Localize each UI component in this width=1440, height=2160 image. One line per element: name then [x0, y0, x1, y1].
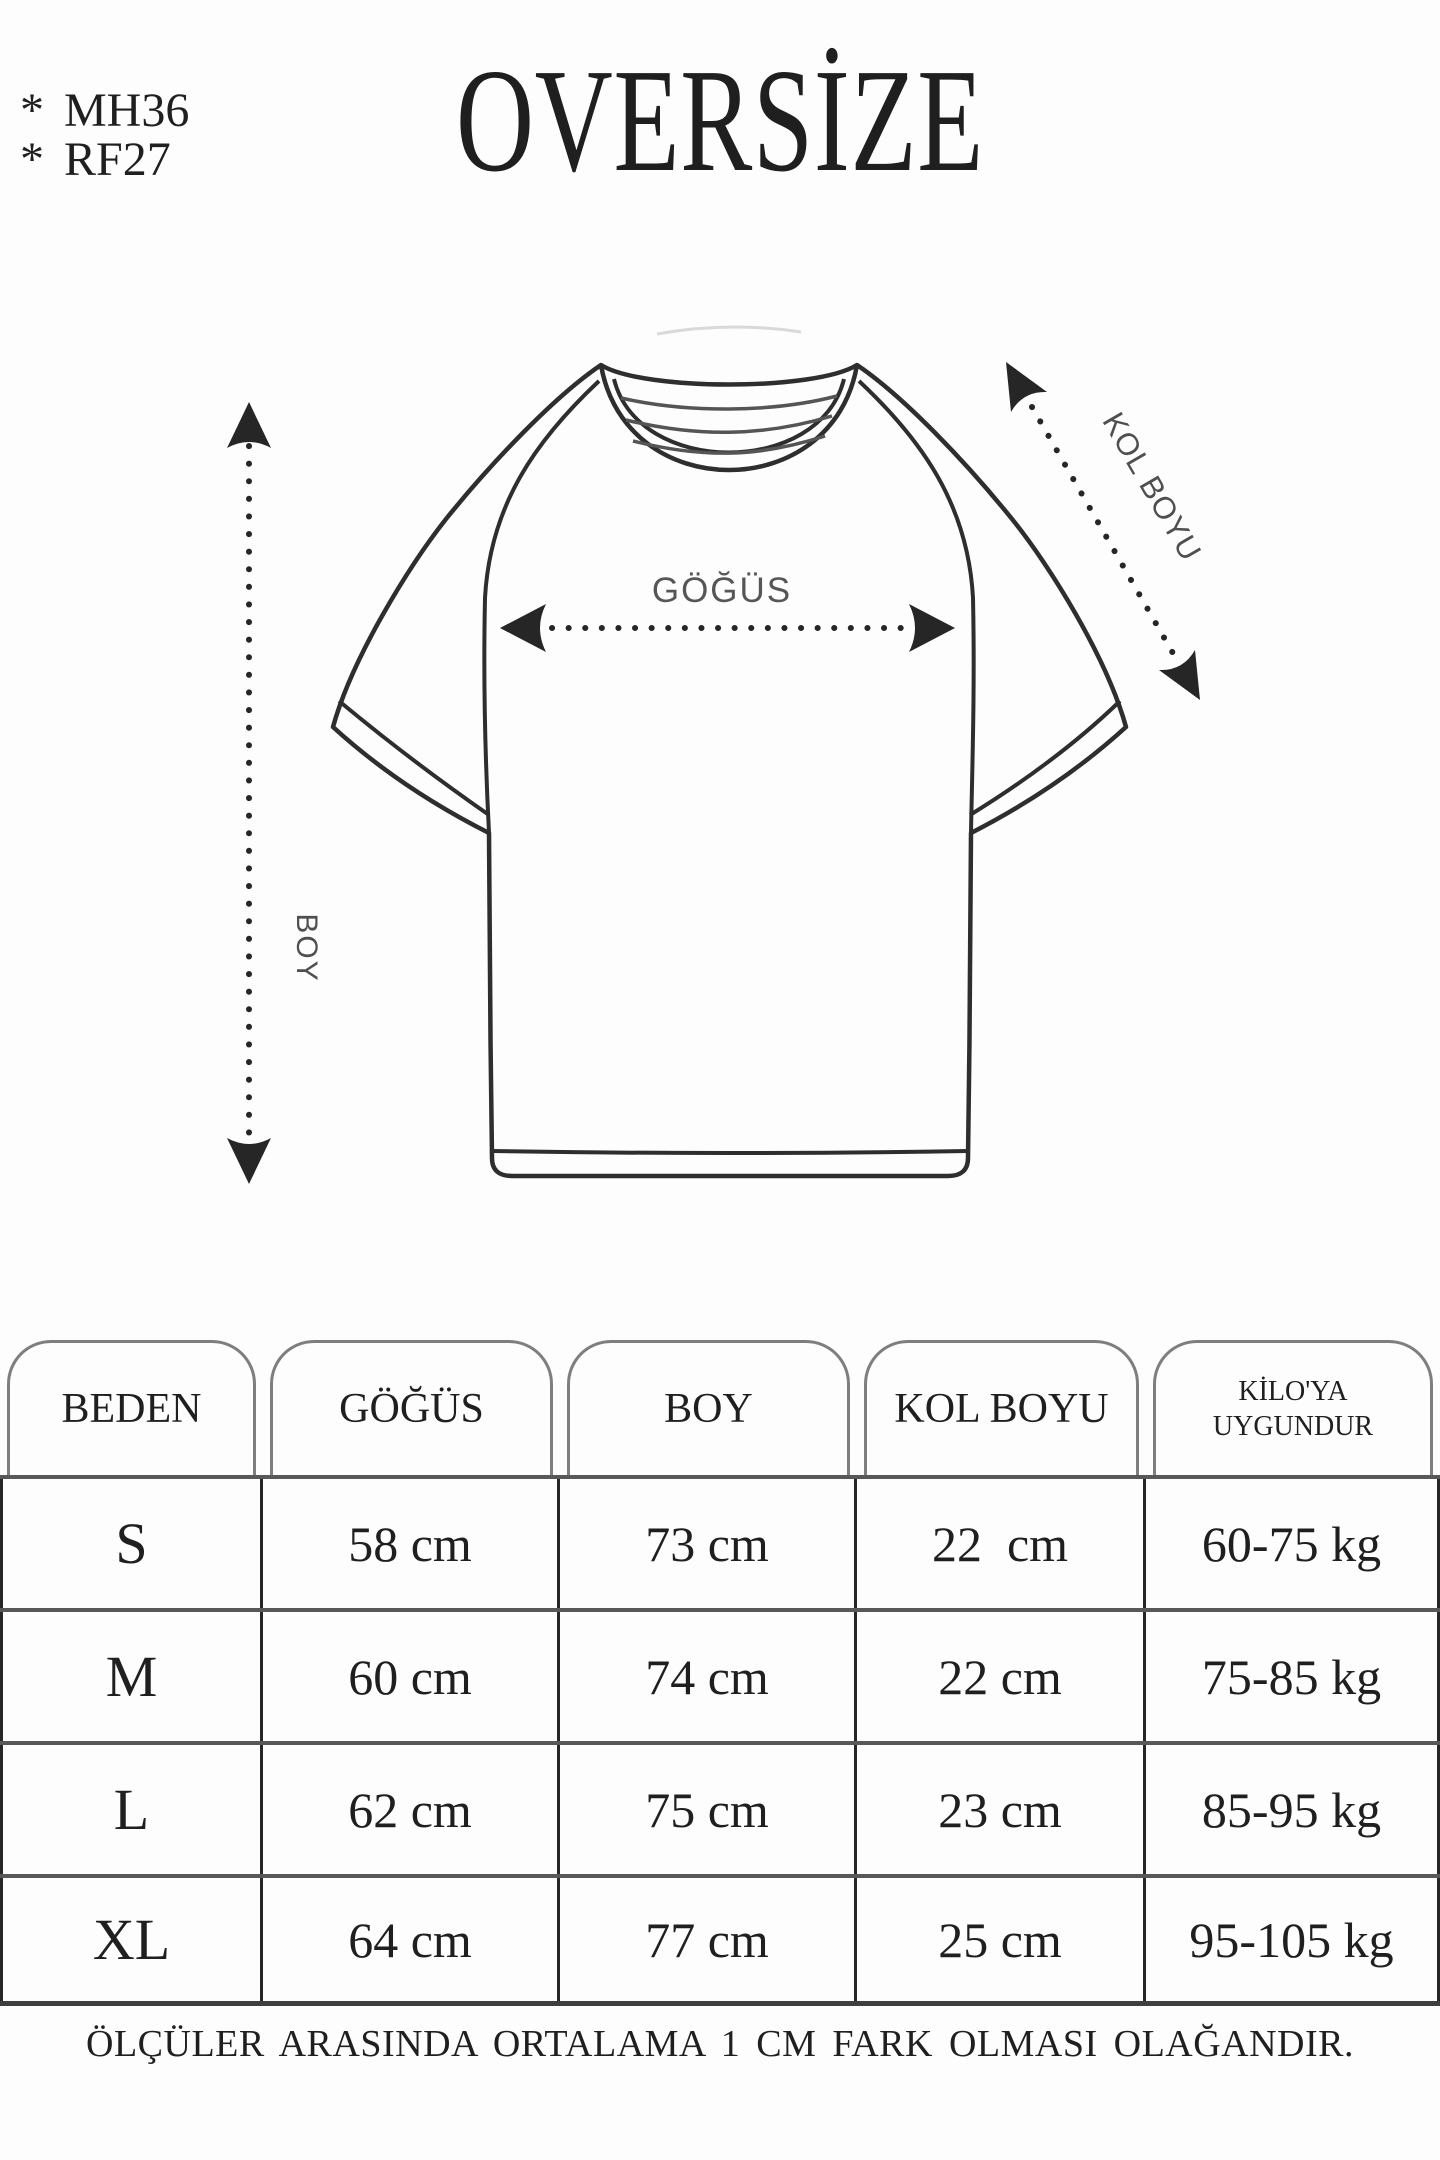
- sleeve-value-cell: 23 cm: [857, 1745, 1146, 1874]
- page-title: OVERSİZE: [455, 39, 984, 203]
- table-header-label: BEDEN: [61, 1386, 202, 1432]
- table-header-label: GÖĞÜS: [339, 1386, 484, 1432]
- measurement-disclaimer-note: ÖLÇÜLER ARASINDA ORTALAMA 1 CM FARK OLMA…: [86, 2023, 1354, 2065]
- chest-value-cell: 64 cm: [263, 1878, 560, 2001]
- product-codes: * MH36 * RF27: [20, 86, 189, 184]
- length-arrow-down-head: [227, 1138, 271, 1184]
- table-row-xl: XL 64 cm 77 cm 25 cm 95-105 kg: [0, 1878, 1440, 2001]
- size-cell: XL: [0, 1878, 263, 2001]
- tshirt-outline: [330, 362, 1129, 1179]
- size-cell: S: [0, 1479, 263, 1608]
- length-value-cell: 74 cm: [560, 1612, 857, 1741]
- collar-back-hint-line: [656, 325, 802, 336]
- collar-rib-line: [632, 434, 826, 455]
- product-code: MH36: [64, 84, 190, 137]
- hem-stitch-line: [491, 1149, 969, 1155]
- table-row-s: S 58 cm 73 cm 22 cm 60-75 kg: [0, 1479, 1440, 1612]
- length-value-cell: 73 cm: [560, 1479, 857, 1608]
- table-row-l: L 62 cm 75 cm 23 cm 85-95 kg: [0, 1745, 1440, 1878]
- table-header-cell-kol-boyu: KOL BOYU: [864, 1340, 1139, 1475]
- asterisk-bullet: *: [20, 84, 44, 137]
- sleeve-value-cell: 22 cm: [857, 1479, 1146, 1608]
- table-header-label: KİLO'YA UYGUNDUR: [1212, 1376, 1374, 1442]
- asterisk-bullet: *: [20, 133, 44, 186]
- table-header-label: BOY: [664, 1386, 753, 1432]
- collar-rib-line: [620, 394, 838, 411]
- weight-range-cell: 95-105 kg: [1146, 1878, 1440, 2001]
- chest-arrow-right-head: [909, 604, 955, 652]
- chest-value-cell: 60 cm: [263, 1612, 560, 1741]
- sleeve-arrow-down-head: [1159, 650, 1200, 700]
- sleeve-arrow-dotted-line: [1029, 404, 1177, 658]
- size-table-body: S 58 cm 73 cm 22 cm 60-75 kg M 60 cm 74 …: [0, 1475, 1440, 2006]
- product-code-line: * MH36: [20, 86, 189, 135]
- size-cell: L: [0, 1745, 263, 1874]
- sleeve-arrow-up-head: [1006, 362, 1047, 412]
- product-code: RF27: [64, 133, 171, 186]
- table-header-cell-beden: BEDEN: [7, 1340, 256, 1475]
- table-row-m: M 60 cm 74 cm 22 cm 75-85 kg: [0, 1612, 1440, 1745]
- right-cuff-stitch-line: [968, 699, 1122, 817]
- length-value-cell: 77 cm: [560, 1878, 857, 2001]
- weight-range-cell: 85-95 kg: [1146, 1745, 1440, 1874]
- table-header-label: KOL BOYU: [894, 1386, 1109, 1432]
- chest-arrow-left-head: [500, 604, 546, 652]
- chest-value-cell: 58 cm: [263, 1479, 560, 1608]
- size-cell: M: [0, 1612, 263, 1741]
- collar-rib-line: [625, 414, 833, 435]
- table-header-cell-kiloya-uygundur: KİLO'YA UYGUNDUR: [1153, 1340, 1433, 1475]
- length-arrow-up-head: [227, 402, 271, 448]
- right-armhole-seam: [857, 379, 976, 834]
- length-value-cell: 75 cm: [560, 1745, 857, 1874]
- left-armhole-seam: [482, 379, 601, 834]
- sleeve-length-label: KOL BOYU: [1096, 406, 1209, 567]
- weight-range-cell: 75-85 kg: [1146, 1612, 1440, 1741]
- left-cuff-stitch-line: [337, 699, 491, 817]
- chest-value-cell: 62 cm: [263, 1745, 560, 1874]
- sleeve-value-cell: 22 cm: [857, 1612, 1146, 1741]
- weight-range-cell: 60-75 kg: [1146, 1479, 1440, 1608]
- collar-outer-line: [598, 364, 860, 473]
- length-label: BOY: [290, 913, 323, 982]
- sleeve-value-cell: 25 cm: [857, 1878, 1146, 2001]
- tshirt-measurement-diagram: BOY GÖĞÜS KOL BOYU: [227, 325, 1209, 1184]
- table-header-cell-gogus: GÖĞÜS: [270, 1340, 553, 1475]
- product-code-line: * RF27: [20, 135, 189, 184]
- size-table-header-row: BEDEN GÖĞÜS BOY KOL BOYU KİLO'YA UYGUNDU…: [0, 1340, 1440, 1475]
- chest-label: GÖĞÜS: [652, 571, 792, 610]
- table-header-cell-boy: BOY: [567, 1340, 850, 1475]
